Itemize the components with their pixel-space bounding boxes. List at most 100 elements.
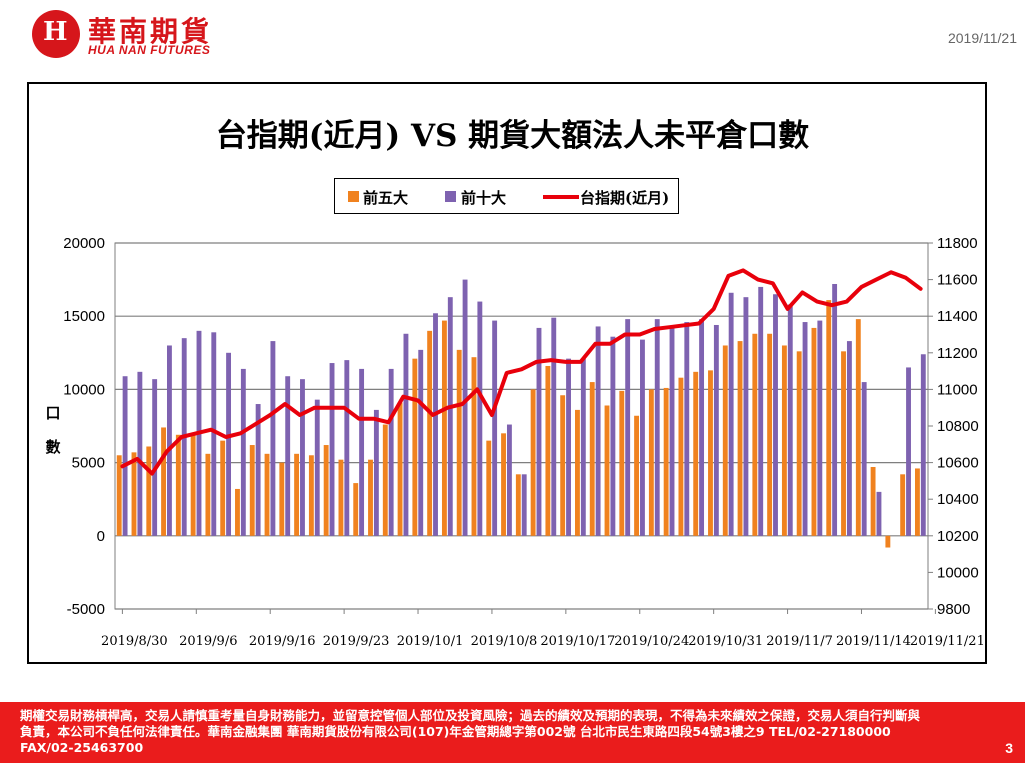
bar-top10 (462, 279, 468, 536)
bar-top10 (832, 283, 838, 536)
bar-top5 (249, 445, 255, 536)
y2-tick-label: 11400 (937, 308, 978, 325)
legend-label-top10: 前十大 (461, 189, 507, 207)
bar-top5 (752, 333, 758, 536)
bar-top5 (855, 319, 861, 536)
legend-swatch-top5 (348, 191, 359, 202)
y-tick-label: 5000 (72, 455, 105, 472)
legend-label-index: 台指期(近月) (580, 189, 670, 207)
chart-legend: 前五大 前十大 台指期(近月) (334, 178, 679, 214)
bar-top5 (530, 389, 536, 536)
bar-top10 (418, 349, 424, 536)
bar-top10 (802, 322, 808, 536)
bar-top10 (166, 345, 172, 536)
bar-top10 (314, 399, 320, 536)
y2-tick-label: 10400 (937, 491, 979, 508)
bar-top10 (580, 358, 586, 536)
bar-top10 (595, 326, 601, 536)
bar-top5 (693, 371, 699, 536)
bar-top10 (920, 354, 926, 536)
bar-top10 (654, 319, 660, 536)
bar-top5 (427, 330, 433, 536)
bar-top10 (669, 326, 675, 536)
y-tick-label: -5000 (67, 601, 105, 618)
bar-top10 (699, 319, 705, 536)
bar-top10 (773, 294, 778, 536)
bar-top10 (566, 358, 571, 536)
x-tick-label: 2019/9/6 (179, 634, 237, 649)
bar-top10 (373, 409, 379, 536)
bar-top10 (492, 320, 498, 536)
bar-top10 (255, 404, 261, 536)
company-logo: H 華南期貨 HUA NAN FUTURES (32, 10, 222, 60)
bar-top5 (914, 468, 920, 536)
bar-top5 (634, 415, 640, 536)
bar-top10 (536, 327, 542, 536)
bar-top5 (678, 377, 684, 536)
header: H 華南期貨 HUA NAN FUTURES 2019/11/21 (0, 0, 1025, 70)
bar-top5 (781, 345, 787, 536)
bar-top5 (545, 365, 551, 536)
bar-top10 (270, 341, 276, 536)
bar-top5 (294, 453, 300, 536)
y-axis-label: 數 (45, 438, 60, 456)
bar-top5 (826, 300, 832, 536)
bar-top10 (344, 360, 350, 536)
bar-top5 (560, 395, 566, 536)
y2-tick-label: 11600 (937, 272, 978, 289)
bar-top5 (353, 483, 359, 536)
bar-top5 (663, 387, 669, 536)
x-tick-label: 2019/11/14 (836, 634, 911, 649)
bar-top10 (359, 368, 365, 536)
y-tick-label: 10000 (63, 381, 105, 398)
bar-top5 (456, 349, 462, 536)
logo-english-name: HUA NAN FUTURES (88, 43, 211, 57)
report-date: 2019/11/21 (947, 30, 1017, 46)
bar-top10 (506, 424, 512, 536)
bar-top5 (205, 453, 211, 536)
x-tick-label: 2019/10/31 (688, 634, 763, 649)
bar-top10 (300, 379, 305, 536)
x-tick-label: 2019/10/1 (397, 634, 464, 649)
y2-tick-label: 10200 (937, 528, 979, 545)
bar-top5 (870, 466, 876, 536)
bar-top5 (368, 459, 373, 536)
bar-top5 (175, 434, 181, 536)
bar-top10 (403, 333, 409, 536)
x-tick-label: 2019/11/21 (910, 634, 985, 649)
x-tick-label: 2019/8/30 (101, 634, 168, 649)
bar-top5 (131, 452, 137, 536)
bar-top5 (190, 434, 196, 536)
bar-top10 (137, 371, 143, 536)
y-tick-label: 0 (97, 528, 105, 545)
bar-top10 (817, 320, 823, 536)
bar-top10 (876, 491, 882, 536)
bar-top10 (240, 368, 246, 536)
x-tick-label: 2019/10/24 (614, 634, 689, 649)
bar-top10 (728, 292, 734, 536)
bar-top5 (648, 389, 654, 536)
bar-top10 (625, 319, 631, 536)
bar-top10 (285, 376, 291, 536)
bar-top5 (235, 488, 240, 536)
x-tick-label: 2019/9/23 (323, 634, 390, 649)
bar-top10 (758, 286, 764, 536)
bar-top5 (382, 424, 388, 536)
bar-top5 (501, 433, 506, 536)
bar-top5 (722, 345, 728, 536)
y-axis-label: 口 (45, 404, 60, 422)
bar-top5 (264, 453, 270, 536)
x-tick-label: 2019/10/8 (471, 634, 538, 649)
bar-top5 (575, 409, 580, 536)
bar-top5 (737, 341, 743, 536)
bar-top10 (713, 324, 719, 536)
bar-top5 (796, 351, 802, 536)
bar-top10 (447, 297, 453, 536)
y2-tick-label: 10800 (937, 418, 979, 435)
bar-top10 (122, 376, 128, 536)
bar-top5 (146, 446, 152, 536)
page-number: 3 (1005, 740, 1013, 756)
y2-tick-label: 10000 (937, 564, 979, 581)
bar-top5 (323, 445, 329, 536)
